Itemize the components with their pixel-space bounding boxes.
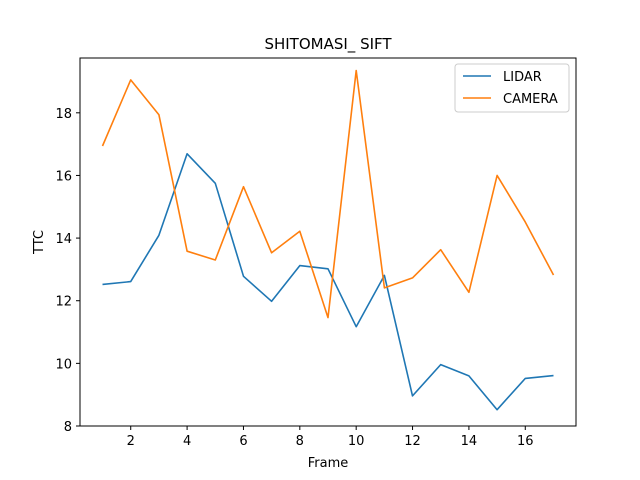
y-axis: 8 10 12 14 16 18: [55, 107, 80, 435]
x-tick-label: 2: [127, 434, 135, 449]
x-tick-label: 4: [183, 434, 191, 449]
series-line-lidar: [102, 153, 554, 411]
y-tick-label: 16: [55, 169, 72, 184]
x-tick-label: 16: [517, 434, 534, 449]
y-tick-label: 14: [55, 232, 72, 247]
axes-frame: [79, 57, 577, 427]
series-layer: [101, 69, 555, 411]
x-axis: 2 4 6 8 10 12 14 16: [127, 426, 534, 449]
y-tick-label: 10: [55, 357, 72, 372]
y-axis-label: TTC: [32, 230, 47, 255]
x-tick-label: 10: [348, 434, 365, 449]
y-tick-label: 18: [55, 107, 72, 122]
series-line-camera: [101, 69, 555, 319]
x-tick-label: 12: [404, 434, 421, 449]
legend: LIDAR CAMERA: [454, 63, 570, 113]
x-axis-label: Frame: [308, 456, 349, 471]
x-tick-label: 14: [461, 434, 478, 449]
x-tick-label: 8: [296, 434, 304, 449]
chart-title: SHITOMASI_ SIFT: [264, 35, 392, 54]
y-tick-label: 12: [55, 295, 72, 310]
legend-label-lidar: LIDAR: [503, 70, 542, 85]
legend-label-camera: CAMERA: [503, 92, 558, 107]
y-tick-label: 8: [64, 420, 72, 435]
x-tick-label: 6: [239, 434, 247, 449]
